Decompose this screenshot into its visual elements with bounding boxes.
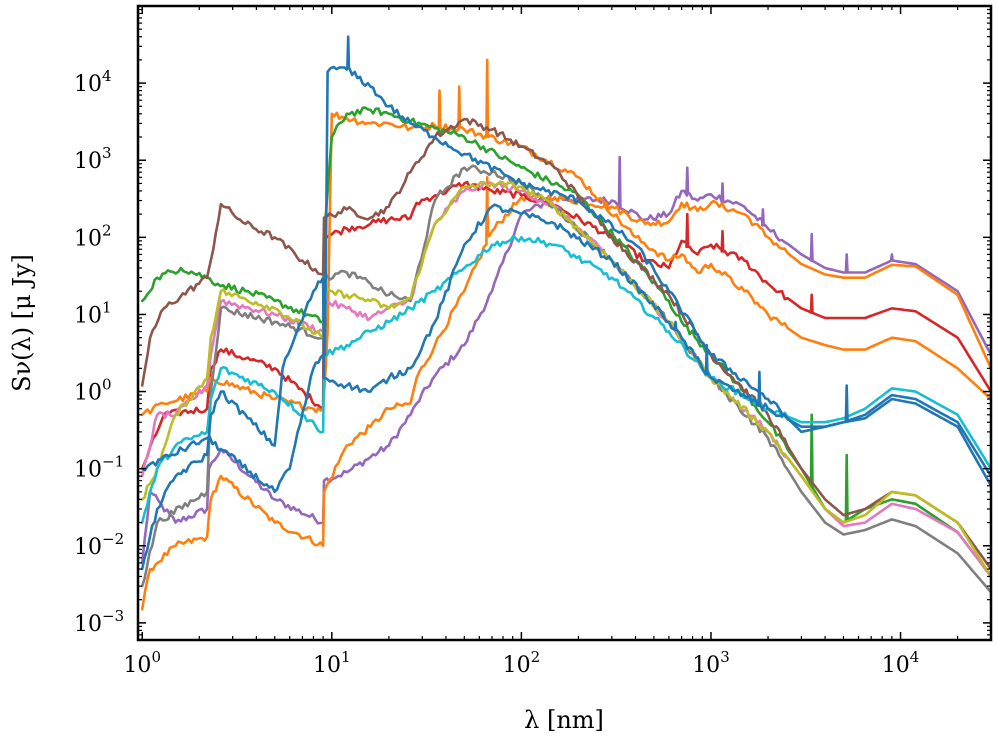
ticks-layer: 100 101 102 103 104 10−3 10−2 10−1 100 101 102 103 1… [74,6,991,678]
y-tick-label: 102 [74,221,112,251]
y-tick-label: 101 [74,298,112,328]
sed-blue-peak-line [140,35,991,494]
sed-red-line [140,180,991,470]
sed-brown-line [140,117,991,571]
x-tick-label: 100 [123,648,161,678]
y-axis-title: Sν(λ) [μ Jy] [8,254,36,392]
sed-orange-mid-line [140,58,991,417]
x-tick-label: 104 [882,648,920,678]
sed-orange-low-line [140,176,991,611]
series-layer [140,35,991,611]
sed-olive-line [140,180,991,578]
y-tick-label: 104 [74,67,112,97]
y-tick-label: 100 [74,376,112,406]
x-axis-title: λ [nm] [524,706,604,734]
x-tick-label: 103 [692,648,730,678]
sed-blue-line [140,203,991,571]
y-tick-label: 10−1 [74,453,124,483]
sed-green-line [140,106,991,578]
x-tick-label: 101 [313,648,351,678]
x-tick-label: 102 [503,648,541,678]
plot-frame [136,4,993,642]
sed-purple-line [140,155,991,565]
y-tick-label: 10−2 [74,530,124,560]
y-tick-label: 103 [74,144,112,174]
y-tick-label: 10−3 [74,607,124,637]
